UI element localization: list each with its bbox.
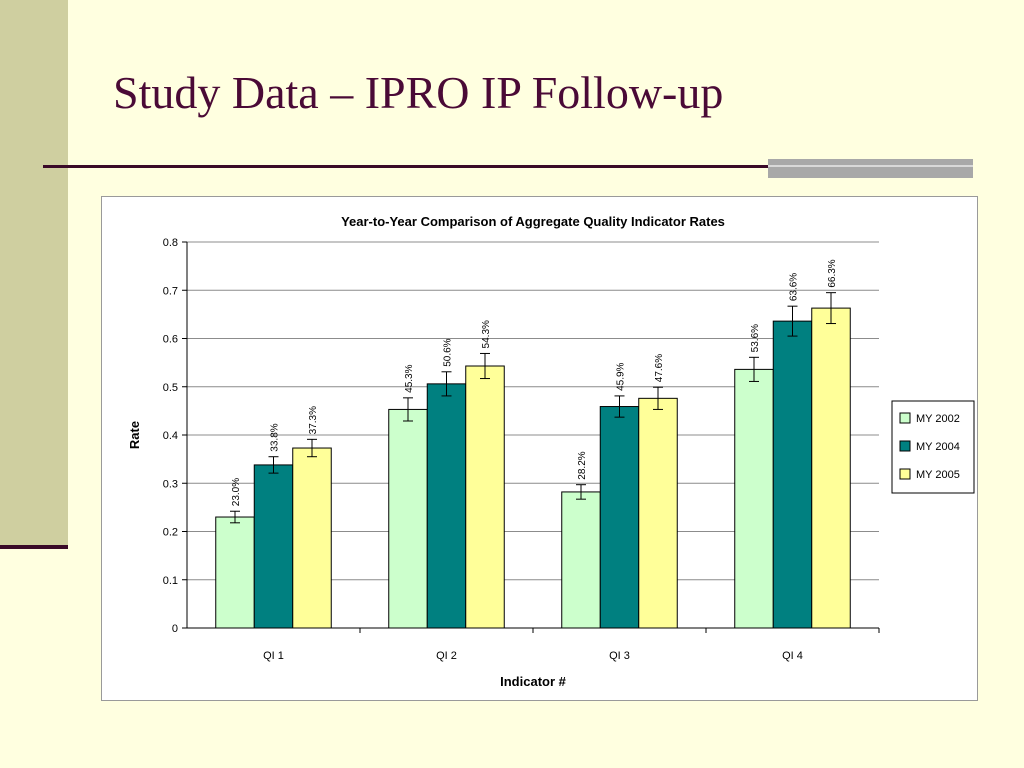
x-tick-label: QI 3 (609, 650, 630, 662)
slide-title: Study Data – IPRO IP Follow-up (113, 67, 724, 118)
legend-swatch (899, 440, 911, 452)
bar (292, 447, 332, 629)
bar (734, 368, 774, 629)
y-tick-label: 0.7 (163, 285, 178, 297)
bar (599, 406, 640, 629)
data-label: 53.6% (750, 324, 761, 352)
y-tick-label: 0.6 (163, 334, 178, 346)
y-tick-label: 0.2 (163, 527, 178, 539)
data-label: 37.3% (308, 406, 319, 434)
legend-swatch (899, 468, 911, 480)
legend-label: MY 2002 (916, 413, 960, 425)
y-tick-label: 0.4 (163, 430, 178, 442)
legend-swatch (899, 412, 911, 424)
x-tick-label: QI 2 (436, 650, 457, 662)
y-tick-label: 0.5 (163, 382, 178, 394)
data-label: 50.6% (443, 338, 454, 366)
bar (215, 516, 255, 629)
data-label: 23.0% (231, 478, 242, 506)
data-label: 28.2% (577, 451, 588, 479)
x-tick-label: QI 4 (782, 650, 803, 662)
y-tick-label: 0.1 (163, 575, 178, 587)
y-axis-title: Rate (127, 421, 142, 449)
title-rule (43, 165, 973, 168)
bar (253, 464, 294, 629)
data-label: 63.6% (789, 273, 800, 301)
bar (638, 397, 678, 629)
x-tick-label: QI 1 (263, 650, 284, 662)
data-label: 45.9% (616, 362, 627, 390)
chart-title: Year-to-Year Comparison of Aggregate Qua… (341, 214, 725, 229)
y-tick-label: 0 (172, 623, 178, 635)
left-decor-line (0, 545, 68, 549)
chart-container: Year-to-Year Comparison of Aggregate Qua… (101, 196, 978, 701)
bar (772, 320, 813, 629)
bar-chart: Year-to-Year Comparison of Aggregate Qua… (127, 214, 975, 689)
left-decor-band (0, 0, 68, 545)
bar (811, 307, 851, 629)
bar (561, 491, 601, 629)
data-label: 33.8% (270, 423, 281, 451)
bar (465, 365, 505, 629)
data-label: 47.6% (654, 354, 665, 382)
legend-label: MY 2004 (916, 441, 960, 453)
y-tick-label: 0.3 (163, 478, 178, 490)
y-tick-label: 0.8 (163, 237, 178, 249)
bar (426, 383, 467, 629)
data-label: 66.3% (827, 259, 838, 287)
data-label: 54.3% (481, 320, 492, 348)
legend-label: MY 2005 (916, 469, 960, 481)
bar (388, 408, 428, 629)
accent-bar (768, 159, 973, 178)
x-axis-title: Indicator # (500, 674, 567, 689)
data-label: 45.3% (404, 364, 415, 392)
